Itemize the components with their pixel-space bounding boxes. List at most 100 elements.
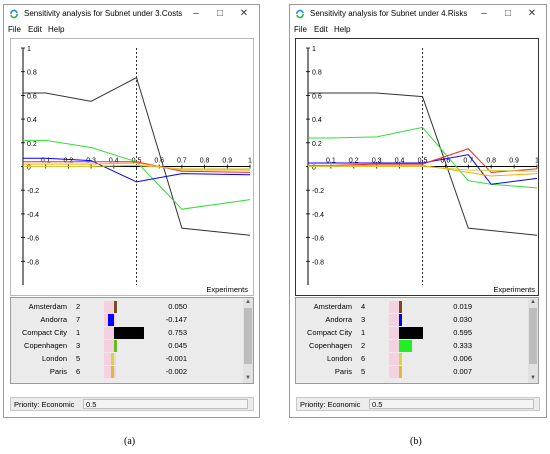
- alternative-rank: 6: [361, 354, 366, 363]
- y-tick-label: 0.8: [312, 70, 322, 77]
- maximize-icon[interactable]: □: [504, 8, 512, 19]
- priority-value: 0.753: [168, 328, 187, 337]
- priority-bar-mark: [111, 366, 114, 378]
- alternative-row[interactable]: London 5 -0.001: [11, 353, 245, 365]
- x-tick-label: 0.7: [463, 158, 473, 165]
- minimize-icon[interactable]: –: [193, 8, 199, 19]
- title-bar[interactable]: Sensitivity analysis for Subnet under 3.…: [4, 5, 259, 24]
- refresh-app-icon: [10, 9, 18, 19]
- alternative-rank: 3: [76, 341, 81, 350]
- priority-bar: Priority: Economic 0.5: [10, 397, 254, 411]
- list-scrollbar[interactable]: ▲ ▼: [528, 298, 538, 383]
- priority-bar-mark: [114, 301, 117, 313]
- priority-bar-mark: [399, 301, 402, 313]
- priority-label: Priority: Economic: [14, 400, 75, 409]
- minimize-icon[interactable]: –: [481, 8, 487, 19]
- x-tick-label: 0.7: [177, 158, 187, 165]
- alternative-row[interactable]: Andorra 3 0.030: [296, 314, 530, 326]
- y-tick-label: 0.2: [27, 141, 37, 148]
- priority-input[interactable]: 0.5: [83, 399, 248, 409]
- x-tick-label: 0.9: [222, 158, 232, 165]
- close-icon[interactable]: ✕: [239, 8, 249, 19]
- menu-help[interactable]: Help: [48, 25, 65, 34]
- bar-background: [104, 327, 116, 339]
- scroll-up-icon[interactable]: ▲: [530, 299, 536, 305]
- series-line-3: [308, 154, 538, 185]
- x-axis-label: Experiments: [206, 285, 248, 294]
- alternative-row[interactable]: Amsterdam 2 0.050: [11, 301, 245, 313]
- series-line-5: [308, 164, 538, 177]
- y-tick-label: -0.4: [27, 212, 39, 219]
- alternative-name: London: [326, 354, 352, 363]
- priority-bar-mark: [399, 353, 402, 365]
- x-tick-label: 0.6: [154, 158, 164, 165]
- alternative-row[interactable]: London 6 0.006: [296, 353, 530, 365]
- sensitivity-chart[interactable]: 1 0.8 0.6 0.4 0.2 0 -0.2 -0.4 -0.6 -0.8 0.1 0.2 0.3 0…: [295, 38, 539, 296]
- priority-bar-mark: [108, 314, 114, 326]
- menu-edit[interactable]: Edit: [314, 25, 328, 34]
- x-axis-label: Experiments: [493, 285, 535, 294]
- menu-edit[interactable]: Edit: [28, 25, 42, 34]
- alternative-rank: 4: [361, 302, 366, 311]
- alternative-row[interactable]: Compact City 1 0.753: [11, 327, 245, 339]
- priority-bar-mark: [114, 340, 117, 352]
- x-tick-label: 0.3: [372, 158, 382, 165]
- series-line-1: [23, 76, 251, 236]
- series-line-2: [23, 139, 251, 210]
- alternative-name: Copenhagen: [309, 341, 352, 350]
- priority-value: 0.333: [453, 341, 472, 350]
- x-tick-label: 0.9: [509, 158, 519, 165]
- bar-background: [104, 353, 116, 365]
- x-tick-label: 0.8: [200, 158, 210, 165]
- close-icon[interactable]: ✕: [527, 8, 537, 19]
- title-bar[interactable]: Sensitivity analysis for Subnet under 4.…: [290, 5, 546, 24]
- priority-bar-mark: [399, 314, 402, 326]
- series-line-4: [308, 148, 538, 173]
- priority-value: 0.050: [168, 302, 187, 311]
- scroll-thumb[interactable]: [244, 308, 252, 364]
- priority-value: -0.002: [165, 367, 187, 376]
- y-tick-label: -0.4: [312, 212, 324, 219]
- alternative-name: Compact City: [306, 328, 352, 337]
- alternative-row[interactable]: Andorra 7 -0.147: [11, 314, 245, 326]
- bar-background: [389, 327, 401, 339]
- alternative-row[interactable]: Compact City 1 0.595: [296, 327, 530, 339]
- y-tick-label: -0.6: [27, 236, 39, 243]
- sensitivity-window-b: Sensitivity analysis for Subnet under 4.…: [289, 4, 547, 418]
- y-tick-label: 0.6: [27, 93, 37, 100]
- bar-background: [389, 301, 401, 313]
- bar-background: [104, 340, 116, 352]
- x-tick-label: 0.1: [326, 158, 336, 165]
- window-title: Sensitivity analysis for Subnet under 3.…: [24, 9, 183, 18]
- menu-file[interactable]: File: [294, 25, 307, 34]
- alternative-name: Compact City: [21, 328, 67, 337]
- alternative-row[interactable]: Paris 6 -0.002: [11, 366, 245, 378]
- priority-value: 0.006: [453, 354, 472, 363]
- y-tick-label: 0: [312, 165, 316, 172]
- menu-help[interactable]: Help: [334, 25, 351, 34]
- alternative-name: Paris: [49, 367, 67, 376]
- series-line-6: [308, 166, 538, 172]
- list-scrollbar[interactable]: ▲ ▼: [243, 298, 253, 383]
- alternative-row[interactable]: Amsterdam 4 0.019: [296, 301, 530, 313]
- chart-svg: 10.80.60.40.20-0.2-0.4-0.6-0.80.1 0.2 0.3 0…: [306, 46, 539, 294]
- bar-background: [389, 340, 401, 352]
- priority-input[interactable]: 0.5: [369, 399, 534, 409]
- maximize-icon[interactable]: □: [216, 8, 224, 19]
- scroll-down-icon[interactable]: ▼: [245, 375, 251, 381]
- scroll-up-icon[interactable]: ▲: [245, 299, 251, 305]
- sensitivity-chart[interactable]: 1 0.8 0.6 0.4 0.2 0 -0.2 -0.4 -0.6 -0.8 0.1 0.2 0.3 0…: [10, 38, 254, 296]
- alternative-row[interactable]: Copenhagen 2 0.333: [296, 340, 530, 352]
- scroll-thumb[interactable]: [529, 308, 537, 364]
- bar-background: [389, 366, 401, 378]
- chart-svg: 10.80.60.40.20-0.2-0.4-0.6-0.80.1 0.2 0.3 0…: [21, 46, 252, 294]
- priority-value: 0.030: [453, 315, 472, 324]
- alternative-row[interactable]: Paris 5 0.007: [296, 366, 530, 378]
- menu-file[interactable]: File: [8, 25, 21, 34]
- priority-bar-mark: [114, 327, 145, 339]
- y-tick-label: 0.6: [312, 93, 322, 100]
- scroll-down-icon[interactable]: ▼: [530, 375, 536, 381]
- y-tick-label: -0.2: [27, 188, 39, 195]
- x-tick-label: 0.1: [41, 158, 51, 165]
- alternative-row[interactable]: Copenhagen 3 0.045: [11, 340, 245, 352]
